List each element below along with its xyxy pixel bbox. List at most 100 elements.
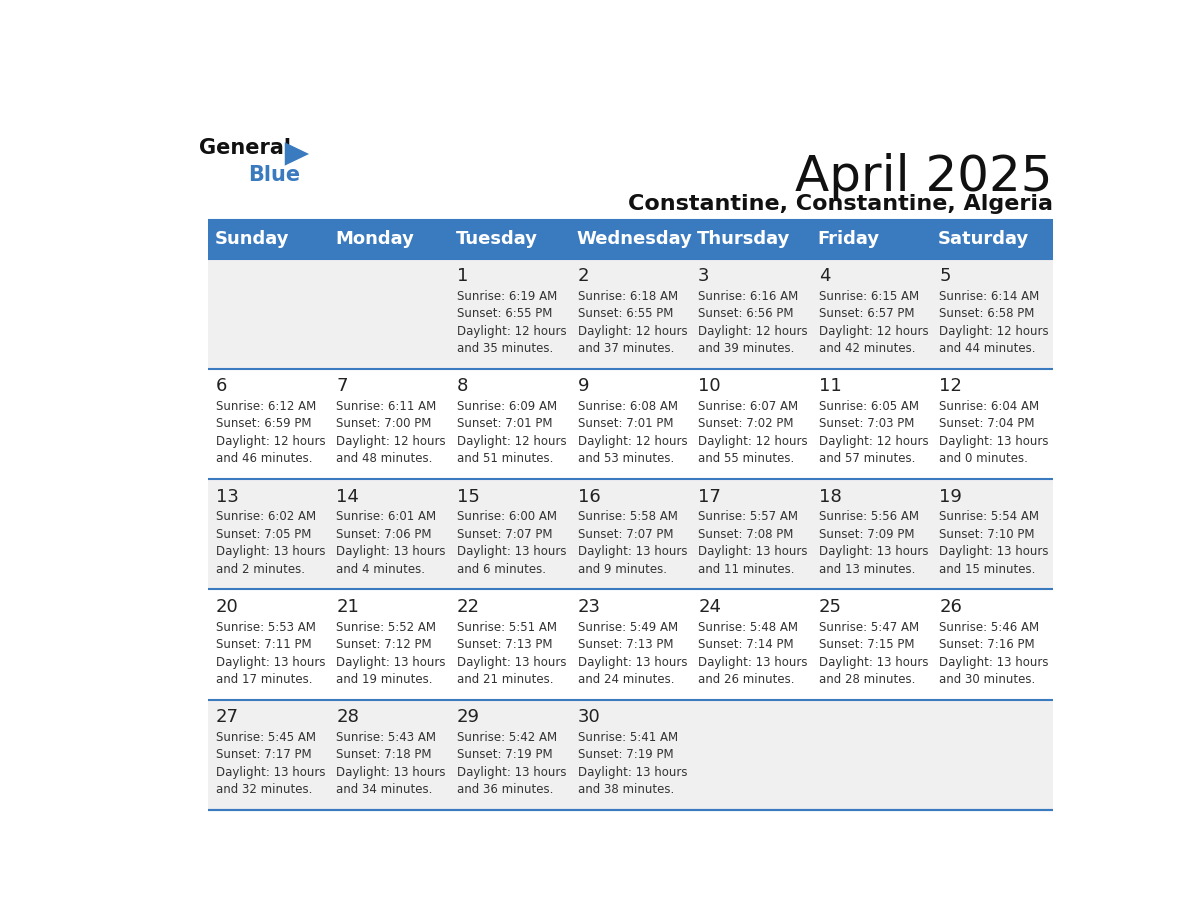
Text: 19: 19 bbox=[940, 487, 962, 506]
Text: Sunrise: 6:15 AM
Sunset: 6:57 PM
Daylight: 12 hours
and 42 minutes.: Sunrise: 6:15 AM Sunset: 6:57 PM Dayligh… bbox=[819, 290, 928, 355]
FancyBboxPatch shape bbox=[449, 589, 570, 700]
Text: Sunrise: 6:01 AM
Sunset: 7:06 PM
Daylight: 13 hours
and 4 minutes.: Sunrise: 6:01 AM Sunset: 7:06 PM Dayligh… bbox=[336, 510, 446, 576]
Text: 11: 11 bbox=[819, 377, 841, 396]
Text: 7: 7 bbox=[336, 377, 348, 396]
Text: Sunrise: 5:57 AM
Sunset: 7:08 PM
Daylight: 13 hours
and 11 minutes.: Sunrise: 5:57 AM Sunset: 7:08 PM Dayligh… bbox=[699, 510, 808, 576]
Text: Sunrise: 5:56 AM
Sunset: 7:09 PM
Daylight: 13 hours
and 13 minutes.: Sunrise: 5:56 AM Sunset: 7:09 PM Dayligh… bbox=[819, 510, 928, 576]
Text: Sunrise: 6:05 AM
Sunset: 7:03 PM
Daylight: 12 hours
and 57 minutes.: Sunrise: 6:05 AM Sunset: 7:03 PM Dayligh… bbox=[819, 400, 928, 465]
Text: 20: 20 bbox=[216, 598, 239, 616]
FancyBboxPatch shape bbox=[208, 369, 329, 479]
Text: Sunrise: 5:53 AM
Sunset: 7:11 PM
Daylight: 13 hours
and 17 minutes.: Sunrise: 5:53 AM Sunset: 7:11 PM Dayligh… bbox=[216, 621, 326, 686]
Text: 27: 27 bbox=[216, 708, 239, 726]
Polygon shape bbox=[285, 142, 309, 165]
Text: Sunrise: 5:43 AM
Sunset: 7:18 PM
Daylight: 13 hours
and 34 minutes.: Sunrise: 5:43 AM Sunset: 7:18 PM Dayligh… bbox=[336, 731, 446, 796]
Text: Constantine, Constantine, Algeria: Constantine, Constantine, Algeria bbox=[627, 194, 1053, 214]
Text: 4: 4 bbox=[819, 267, 830, 285]
Text: General: General bbox=[200, 139, 291, 159]
FancyBboxPatch shape bbox=[329, 259, 449, 369]
Text: 30: 30 bbox=[577, 708, 600, 726]
Text: Sunday: Sunday bbox=[214, 230, 289, 248]
Text: 10: 10 bbox=[699, 377, 721, 396]
FancyBboxPatch shape bbox=[933, 369, 1053, 479]
FancyBboxPatch shape bbox=[690, 369, 811, 479]
Text: Sunrise: 5:45 AM
Sunset: 7:17 PM
Daylight: 13 hours
and 32 minutes.: Sunrise: 5:45 AM Sunset: 7:17 PM Dayligh… bbox=[216, 731, 326, 796]
Text: Sunrise: 5:52 AM
Sunset: 7:12 PM
Daylight: 13 hours
and 19 minutes.: Sunrise: 5:52 AM Sunset: 7:12 PM Dayligh… bbox=[336, 621, 446, 686]
Text: 18: 18 bbox=[819, 487, 841, 506]
Text: Sunrise: 5:42 AM
Sunset: 7:19 PM
Daylight: 13 hours
and 36 minutes.: Sunrise: 5:42 AM Sunset: 7:19 PM Dayligh… bbox=[457, 731, 567, 796]
FancyBboxPatch shape bbox=[570, 369, 690, 479]
FancyBboxPatch shape bbox=[811, 369, 933, 479]
FancyBboxPatch shape bbox=[933, 219, 1053, 259]
FancyBboxPatch shape bbox=[208, 259, 329, 369]
Text: 17: 17 bbox=[699, 487, 721, 506]
FancyBboxPatch shape bbox=[449, 259, 570, 369]
FancyBboxPatch shape bbox=[570, 479, 690, 589]
Text: 9: 9 bbox=[577, 377, 589, 396]
Text: Sunrise: 5:41 AM
Sunset: 7:19 PM
Daylight: 13 hours
and 38 minutes.: Sunrise: 5:41 AM Sunset: 7:19 PM Dayligh… bbox=[577, 731, 687, 796]
Text: Blue: Blue bbox=[248, 165, 301, 185]
FancyBboxPatch shape bbox=[570, 700, 690, 810]
Text: 1: 1 bbox=[457, 267, 468, 285]
FancyBboxPatch shape bbox=[811, 259, 933, 369]
FancyBboxPatch shape bbox=[690, 259, 811, 369]
Text: 12: 12 bbox=[940, 377, 962, 396]
Text: 21: 21 bbox=[336, 598, 359, 616]
FancyBboxPatch shape bbox=[570, 589, 690, 700]
Text: 23: 23 bbox=[577, 598, 601, 616]
FancyBboxPatch shape bbox=[329, 589, 449, 700]
Text: Monday: Monday bbox=[335, 230, 413, 248]
Text: Sunrise: 6:00 AM
Sunset: 7:07 PM
Daylight: 13 hours
and 6 minutes.: Sunrise: 6:00 AM Sunset: 7:07 PM Dayligh… bbox=[457, 510, 567, 576]
FancyBboxPatch shape bbox=[690, 700, 811, 810]
Text: Wednesday: Wednesday bbox=[576, 230, 693, 248]
Text: Sunrise: 6:12 AM
Sunset: 6:59 PM
Daylight: 12 hours
and 46 minutes.: Sunrise: 6:12 AM Sunset: 6:59 PM Dayligh… bbox=[216, 400, 326, 465]
FancyBboxPatch shape bbox=[449, 700, 570, 810]
Text: Sunrise: 6:04 AM
Sunset: 7:04 PM
Daylight: 13 hours
and 0 minutes.: Sunrise: 6:04 AM Sunset: 7:04 PM Dayligh… bbox=[940, 400, 1049, 465]
FancyBboxPatch shape bbox=[933, 479, 1053, 589]
Text: Sunrise: 6:08 AM
Sunset: 7:01 PM
Daylight: 12 hours
and 53 minutes.: Sunrise: 6:08 AM Sunset: 7:01 PM Dayligh… bbox=[577, 400, 687, 465]
Text: Sunrise: 6:19 AM
Sunset: 6:55 PM
Daylight: 12 hours
and 35 minutes.: Sunrise: 6:19 AM Sunset: 6:55 PM Dayligh… bbox=[457, 290, 567, 355]
FancyBboxPatch shape bbox=[329, 219, 449, 259]
FancyBboxPatch shape bbox=[449, 369, 570, 479]
Text: Sunrise: 5:46 AM
Sunset: 7:16 PM
Daylight: 13 hours
and 30 minutes.: Sunrise: 5:46 AM Sunset: 7:16 PM Dayligh… bbox=[940, 621, 1049, 686]
FancyBboxPatch shape bbox=[570, 219, 690, 259]
Text: 22: 22 bbox=[457, 598, 480, 616]
FancyBboxPatch shape bbox=[208, 479, 329, 589]
Text: Sunrise: 5:48 AM
Sunset: 7:14 PM
Daylight: 13 hours
and 26 minutes.: Sunrise: 5:48 AM Sunset: 7:14 PM Dayligh… bbox=[699, 621, 808, 686]
Text: Tuesday: Tuesday bbox=[456, 230, 538, 248]
Text: 6: 6 bbox=[216, 377, 227, 396]
Text: Sunrise: 6:07 AM
Sunset: 7:02 PM
Daylight: 12 hours
and 55 minutes.: Sunrise: 6:07 AM Sunset: 7:02 PM Dayligh… bbox=[699, 400, 808, 465]
Text: Sunrise: 5:51 AM
Sunset: 7:13 PM
Daylight: 13 hours
and 21 minutes.: Sunrise: 5:51 AM Sunset: 7:13 PM Dayligh… bbox=[457, 621, 567, 686]
Text: 24: 24 bbox=[699, 598, 721, 616]
Text: April 2025: April 2025 bbox=[795, 152, 1053, 200]
Text: 3: 3 bbox=[699, 267, 709, 285]
FancyBboxPatch shape bbox=[811, 700, 933, 810]
Text: Sunrise: 6:14 AM
Sunset: 6:58 PM
Daylight: 12 hours
and 44 minutes.: Sunrise: 6:14 AM Sunset: 6:58 PM Dayligh… bbox=[940, 290, 1049, 355]
Text: 14: 14 bbox=[336, 487, 359, 506]
FancyBboxPatch shape bbox=[208, 589, 329, 700]
FancyBboxPatch shape bbox=[933, 700, 1053, 810]
FancyBboxPatch shape bbox=[690, 589, 811, 700]
Text: 15: 15 bbox=[457, 487, 480, 506]
Text: Saturday: Saturday bbox=[939, 230, 1029, 248]
Text: Thursday: Thursday bbox=[697, 230, 790, 248]
Text: 5: 5 bbox=[940, 267, 950, 285]
Text: 8: 8 bbox=[457, 377, 468, 396]
Text: 2: 2 bbox=[577, 267, 589, 285]
FancyBboxPatch shape bbox=[811, 589, 933, 700]
FancyBboxPatch shape bbox=[449, 219, 570, 259]
Text: 28: 28 bbox=[336, 708, 359, 726]
FancyBboxPatch shape bbox=[329, 700, 449, 810]
Text: Friday: Friday bbox=[817, 230, 879, 248]
FancyBboxPatch shape bbox=[208, 219, 329, 259]
Text: Sunrise: 6:18 AM
Sunset: 6:55 PM
Daylight: 12 hours
and 37 minutes.: Sunrise: 6:18 AM Sunset: 6:55 PM Dayligh… bbox=[577, 290, 687, 355]
Text: 29: 29 bbox=[457, 708, 480, 726]
FancyBboxPatch shape bbox=[570, 259, 690, 369]
Text: Sunrise: 5:54 AM
Sunset: 7:10 PM
Daylight: 13 hours
and 15 minutes.: Sunrise: 5:54 AM Sunset: 7:10 PM Dayligh… bbox=[940, 510, 1049, 576]
Text: 16: 16 bbox=[577, 487, 600, 506]
Text: 26: 26 bbox=[940, 598, 962, 616]
FancyBboxPatch shape bbox=[690, 479, 811, 589]
FancyBboxPatch shape bbox=[329, 369, 449, 479]
Text: Sunrise: 6:16 AM
Sunset: 6:56 PM
Daylight: 12 hours
and 39 minutes.: Sunrise: 6:16 AM Sunset: 6:56 PM Dayligh… bbox=[699, 290, 808, 355]
Text: Sunrise: 6:09 AM
Sunset: 7:01 PM
Daylight: 12 hours
and 51 minutes.: Sunrise: 6:09 AM Sunset: 7:01 PM Dayligh… bbox=[457, 400, 567, 465]
FancyBboxPatch shape bbox=[690, 219, 811, 259]
